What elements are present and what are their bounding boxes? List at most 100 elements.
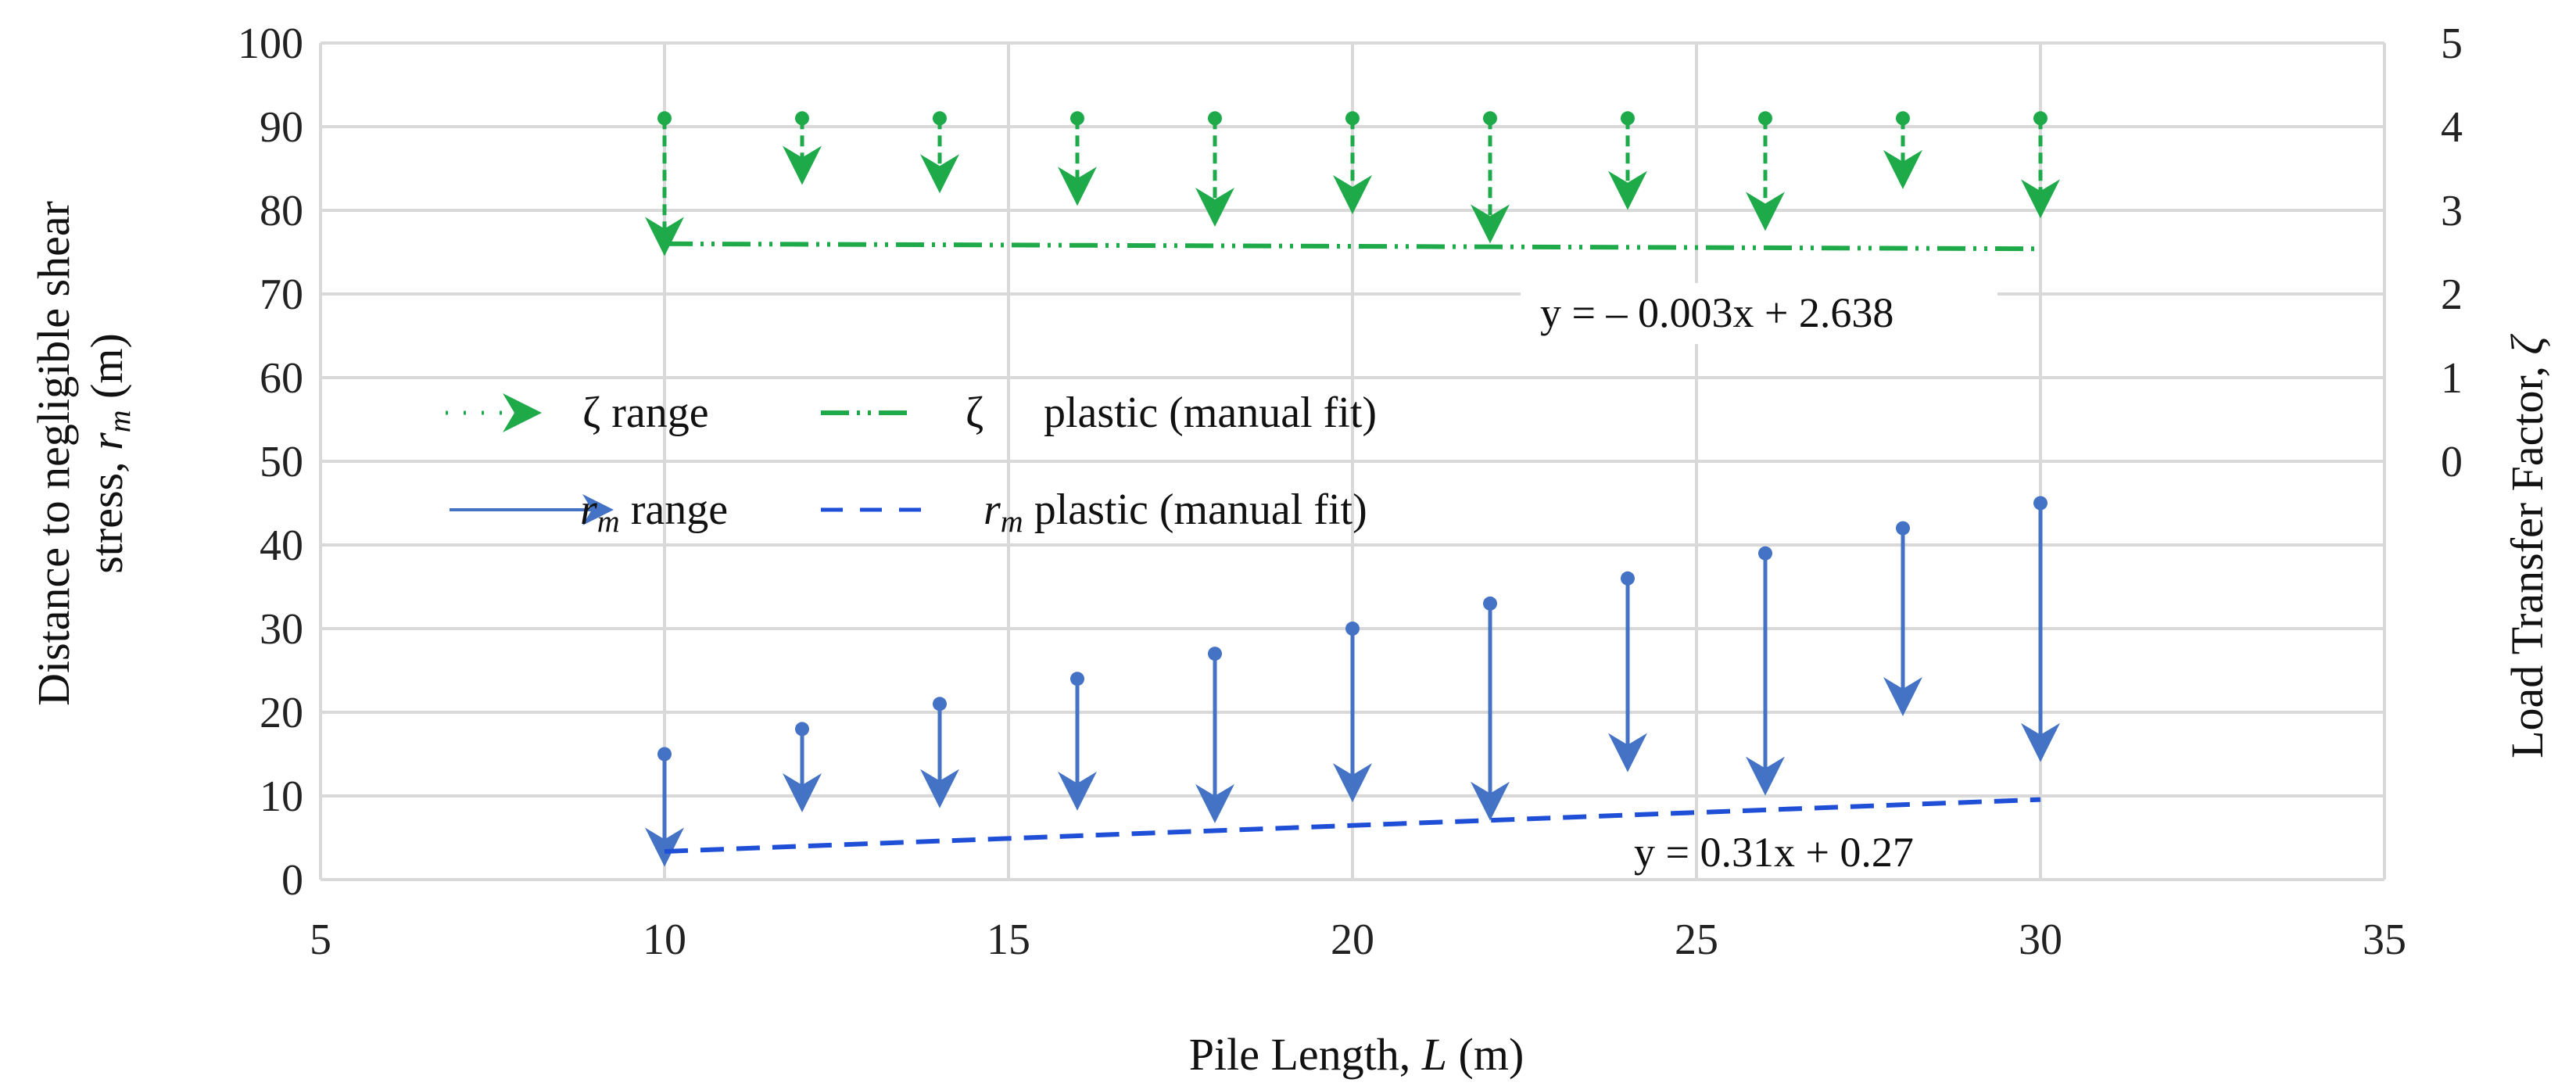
right-y-tick-label: 1 xyxy=(2441,354,2463,403)
zeta-range-bottom-point xyxy=(1758,207,1772,222)
rm-range-top-point xyxy=(2033,496,2048,511)
zeta-range-bottom-point xyxy=(1896,165,1910,180)
legend-rm-fit-symbol: r xyxy=(983,486,1001,534)
zeta-range-bottom-point xyxy=(1070,182,1084,197)
zeta-fit-line xyxy=(664,241,2041,252)
zeta-range-top-point xyxy=(2033,111,2048,126)
right-y-tick-label: 2 xyxy=(2441,271,2463,319)
zeta-range-top-point xyxy=(657,111,672,126)
zeta-range-top-point xyxy=(1896,111,1910,126)
left-y-tick-label: 40 xyxy=(260,521,303,570)
rm-range-top-point xyxy=(933,697,947,711)
left-y-axis-title-line2: stress, rm (m) xyxy=(81,333,137,574)
right-y-tick-label: 3 xyxy=(2441,187,2463,235)
legend-zeta-symbol: ζ xyxy=(582,389,600,437)
legend-rm-range-sub: m xyxy=(597,504,620,539)
zeta-fit-equation: y = – 0.003x + 2.638 xyxy=(1540,289,1893,336)
zeta-range-bottom-point xyxy=(1483,220,1497,235)
legend-item-zeta-range: ζ range xyxy=(446,389,709,437)
svg-text:Load Transfer Factor, ζ: Load Transfer Factor, ζ xyxy=(2502,334,2553,758)
rm-range-top-point xyxy=(1483,596,1497,611)
rm-range-top-point xyxy=(1070,672,1084,686)
rm-range-bottom-point xyxy=(933,784,947,799)
rm-range-top-point xyxy=(1758,546,1772,561)
legend-item-zeta-fit: ζ plastic (manual fit) xyxy=(821,389,1377,437)
rm-range-bottom-point xyxy=(795,789,809,803)
svg-text:rm range: rm range xyxy=(580,486,728,539)
zeta-equation-background xyxy=(1521,283,1997,344)
zeta-range-bottom-point xyxy=(1345,190,1360,205)
left-y-tick-label: 80 xyxy=(260,187,303,235)
left-y-tick-label: 50 xyxy=(260,438,303,486)
svg-text:rm plastic (manual fit): rm plastic (manual fit) xyxy=(983,486,1367,539)
rm-range-bottom-point xyxy=(1345,779,1360,794)
zeta-range-top-point xyxy=(933,111,947,126)
legend-item-rm-fit: rm plastic (manual fit) xyxy=(821,486,1367,539)
rm-range-bottom-point xyxy=(1483,797,1497,812)
rm-range-bottom-point xyxy=(1896,692,1910,707)
rm-range-series xyxy=(645,496,2060,867)
zeta-range-bottom-point xyxy=(933,170,947,185)
zeta-range-top-point xyxy=(1621,111,1635,126)
zeta-range-top-point xyxy=(1758,111,1772,126)
rm-range-top-point xyxy=(657,747,672,762)
zeta-range-bottom-point xyxy=(2033,195,2048,210)
zeta-range-top-point xyxy=(1208,111,1222,126)
right-y-tick-label: 0 xyxy=(2441,438,2463,486)
rm-range-top-point xyxy=(1621,571,1635,586)
left-y-tick-label: 90 xyxy=(260,103,303,152)
left-y-tick-label: 100 xyxy=(238,20,303,68)
x-axis-ticks: 5 10 15 20 25 30 35 xyxy=(310,916,2406,964)
zeta-range-series xyxy=(645,111,2060,256)
rm-range-bottom-point xyxy=(1621,748,1635,763)
x-tick-label: 35 xyxy=(2363,916,2406,964)
x-tick-label: 30 xyxy=(2019,916,2062,964)
rm-range-bottom-point xyxy=(1070,787,1084,801)
zeta-range-top-point xyxy=(1070,111,1084,126)
right-y-tick-label: 4 xyxy=(2441,103,2463,152)
right-y-axis-ticks: 0 1 2 3 4 5 xyxy=(2441,20,2463,486)
zeta-range-bottom-point xyxy=(1208,203,1222,217)
legend-rm-range-symbol: r xyxy=(580,486,597,534)
legend-rm-range-label: range xyxy=(620,486,728,534)
rm-range-top-point xyxy=(1345,622,1360,636)
left-y-axis-title: Distance to negligible shear stress, rm … xyxy=(28,201,137,706)
x-axis-title: Pile Length, L (m) xyxy=(1189,1029,1524,1080)
svg-text:ζ range: ζ range xyxy=(582,389,709,437)
x-tick-label: 10 xyxy=(643,916,686,964)
x-tick-label: 5 xyxy=(310,916,331,964)
rm-fit-line xyxy=(664,797,2041,854)
zeta-range-bottom-point xyxy=(1621,186,1635,201)
right-y-axis-title: Load Transfer Factor, ζ xyxy=(2502,334,2553,758)
zeta-range-top-point xyxy=(1483,111,1497,126)
left-y-tick-label: 10 xyxy=(260,772,303,821)
rm-range-bottom-point xyxy=(1758,772,1772,787)
legend-zeta-fit-symbol: ζ xyxy=(966,389,983,437)
x-tick-label: 20 xyxy=(1331,916,1374,964)
rm-range-top-point xyxy=(1208,647,1222,661)
rm-range-top-point xyxy=(795,722,809,737)
left-y-tick-label: 0 xyxy=(281,856,303,905)
x-tick-label: 15 xyxy=(987,916,1030,964)
left-y-tick-label: 30 xyxy=(260,605,303,654)
rm-fit-equation: y = 0.31x + 0.27 xyxy=(1634,829,1914,876)
legend-zeta-range-label: range xyxy=(600,389,708,437)
legend-zeta-fit-label: plastic (manual fit) xyxy=(1044,389,1377,437)
zeta-range-top-point xyxy=(1345,111,1360,126)
legend-item-rm-range: rm range xyxy=(450,486,728,539)
rm-range-top-point xyxy=(1896,521,1910,536)
left-y-tick-label: 70 xyxy=(260,271,303,319)
legend-rm-fit-sub: m xyxy=(1001,504,1023,539)
x-tick-label: 25 xyxy=(1675,916,1718,964)
left-y-tick-label: 60 xyxy=(260,354,303,403)
fit-lines xyxy=(664,241,2041,854)
rm-range-bottom-point xyxy=(2033,738,2048,753)
left-y-axis-ticks: 0 10 20 30 40 50 60 70 80 90 100 xyxy=(238,20,303,905)
rm-range-bottom-point xyxy=(1208,799,1222,814)
left-y-axis-title-line1: Distance to negligible shear xyxy=(28,201,79,706)
zeta-range-top-point xyxy=(795,111,809,126)
left-y-tick-label: 20 xyxy=(260,689,303,737)
zeta-range-bottom-point xyxy=(795,161,809,176)
right-y-tick-label: 5 xyxy=(2441,20,2463,68)
